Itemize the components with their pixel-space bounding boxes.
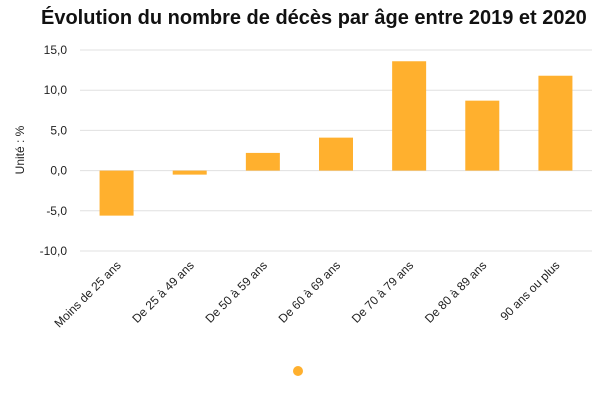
- x-tick-label: Moins de 25 ans: [52, 258, 124, 330]
- bar: [245, 152, 280, 171]
- y-tick-label: 10,0: [44, 83, 68, 97]
- bar: [392, 61, 427, 171]
- x-tick-label: De 80 à 89 ans: [422, 258, 489, 325]
- bar: [538, 75, 573, 171]
- y-axis-label: Unité : %: [13, 125, 27, 174]
- x-tick-label: De 25 à 49 ans: [129, 258, 196, 325]
- y-tick-label: -10,0: [40, 244, 68, 258]
- x-tick-label: De 50 à 59 ans: [203, 258, 270, 325]
- bar: [465, 100, 500, 171]
- y-tick-label: 5,0: [50, 123, 67, 137]
- chart-title: Évolution du nombre de décès par âge ent…: [41, 7, 587, 29]
- x-tick-label: De 70 à 79 ans: [349, 258, 416, 325]
- x-tick-label: 90 ans ou plus: [497, 258, 562, 323]
- legend-marker: [293, 366, 303, 376]
- bar: [99, 170, 134, 216]
- x-tick-label: De 60 à 69 ans: [276, 258, 343, 325]
- y-tick-label: -5,0: [46, 204, 67, 218]
- y-tick-label: 15,0: [44, 43, 68, 57]
- y-tick-label: 0,0: [50, 164, 67, 178]
- bar: [319, 137, 353, 171]
- bar: [172, 170, 207, 175]
